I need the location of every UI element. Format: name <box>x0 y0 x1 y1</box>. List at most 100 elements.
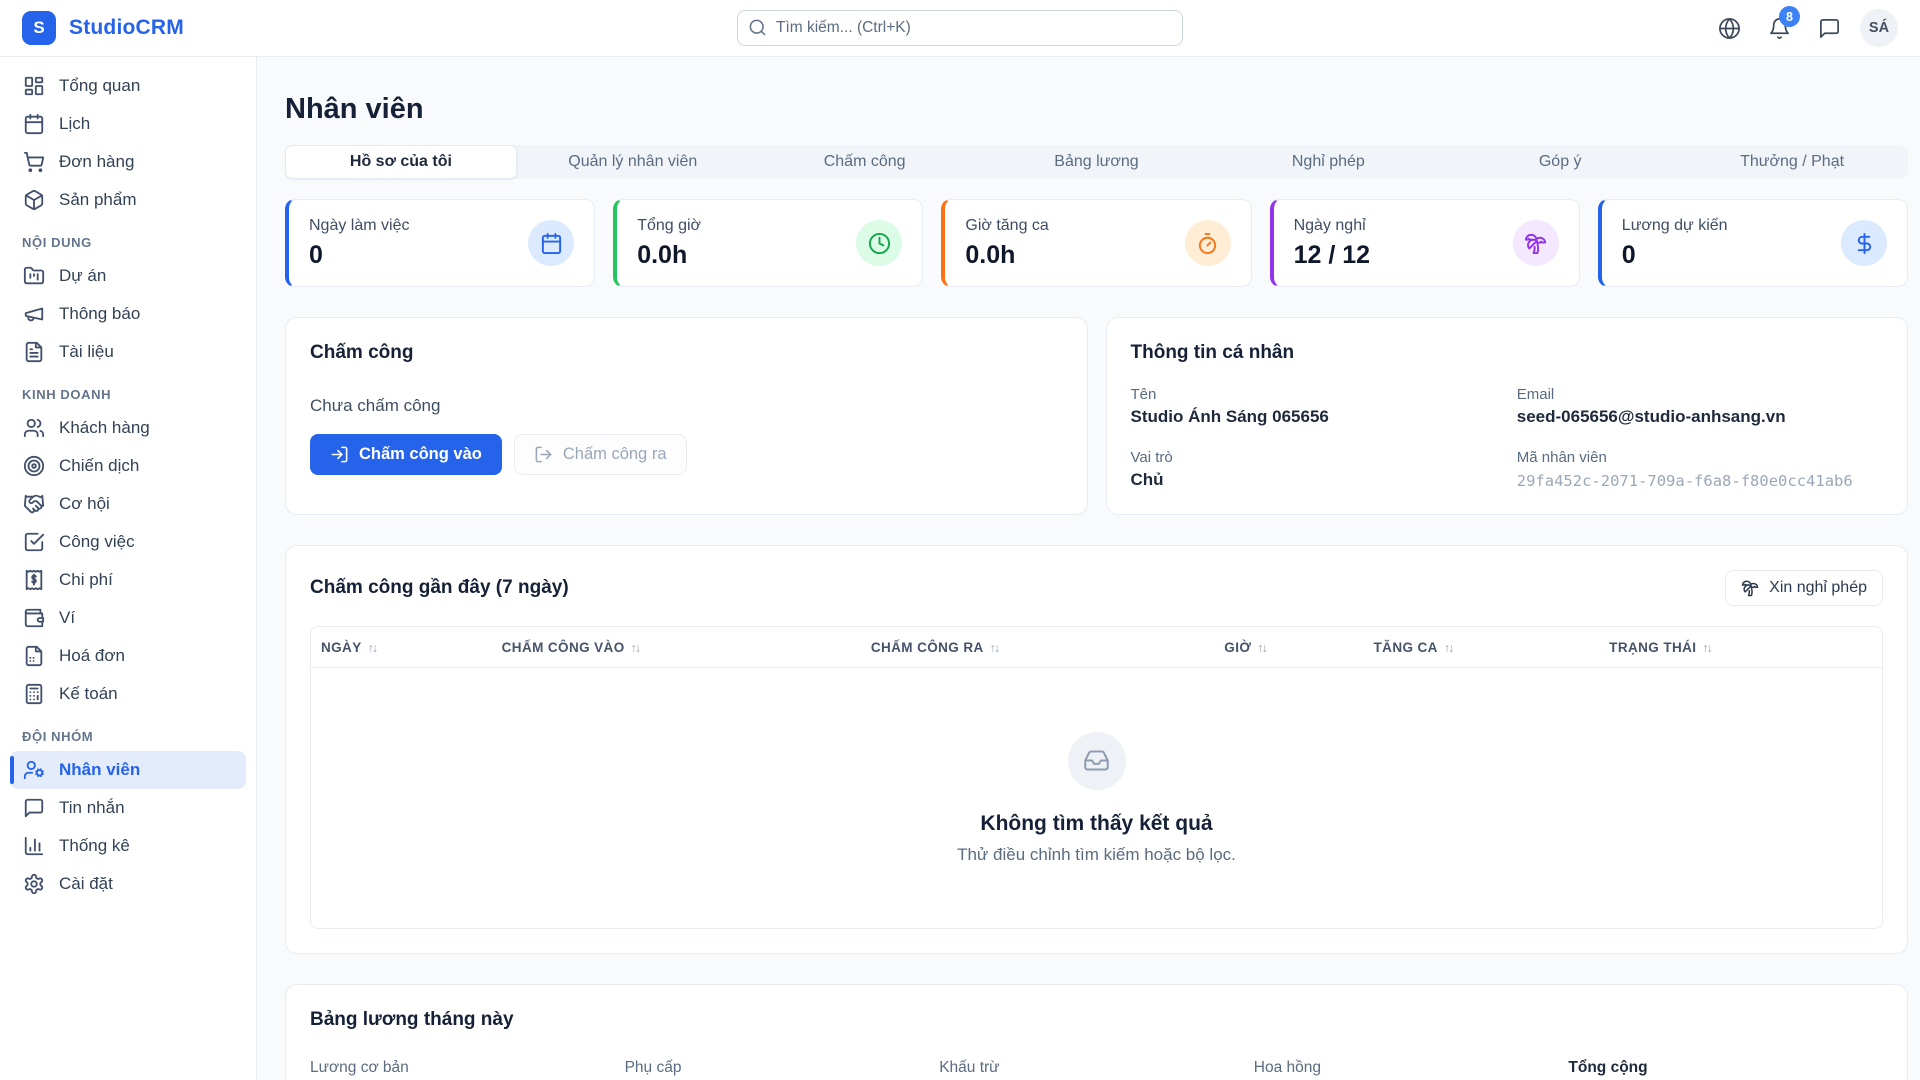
sidebar-item-on-hang[interactable]: Đơn hàng <box>10 143 246 181</box>
sort-icon: ↑↓ <box>1443 640 1454 655</box>
stats-row: Ngày làm việc 0 Tổng giờ 0.0h Giờ tăng ca 0.0… <box>285 199 1908 287</box>
app-brand[interactable]: S StudioCRM <box>0 11 184 45</box>
sidebar-item-ke-toan[interactable]: Kế toán <box>10 675 246 713</box>
sort-icon: ↑↓ <box>1702 640 1712 655</box>
request-leave-button[interactable]: Xin nghỉ phép <box>1725 570 1883 606</box>
user-cog-icon <box>23 759 45 781</box>
sidebar-item-label: Chi phí <box>59 570 113 589</box>
tab-ho-so-cua-toi[interactable]: Hồ sơ của tôi <box>285 145 517 179</box>
sidebar-item-label: Hoá đơn <box>59 646 125 665</box>
stat-card-ngay-lam-viec: Ngày làm việc 0 <box>285 199 596 287</box>
calendar-icon <box>540 232 563 255</box>
payroll-col-luong-co-ban: Lương cơ bản0 ₫ <box>310 1059 625 1080</box>
personal-info-grid: Tên Studio Ánh Sáng 065656 Email seed-06565… <box>1131 386 1884 490</box>
layout-dashboard-icon <box>23 75 45 97</box>
sidebar-item-vi[interactable]: Ví <box>10 599 246 637</box>
stat-label: Giờ tăng ca <box>965 216 1049 234</box>
stat-label: Ngày nghỉ <box>1293 216 1366 234</box>
info-row: Chấm công Chưa chấm công Chấm công vào C… <box>285 317 1908 515</box>
column-header-gio[interactable]: GIỜ ↑↓ <box>1224 639 1267 655</box>
attendance-table-header: NGÀY ↑↓ CHẤM CÔNG VÀO ↑↓ CHẤM CÔNG RA ↑↓ GIỜ ↑↓… <box>311 627 1882 668</box>
bar-chart-icon <box>23 835 45 857</box>
sidebar-item-thong-ke[interactable]: Thống kê <box>10 827 246 865</box>
stat-card-ngay-nghi: Ngày nghỉ 12 / 12 <box>1269 199 1580 287</box>
sidebar-item-label: Khách hàng <box>59 418 150 437</box>
sidebar-item-cong-viec[interactable]: Công việc <box>10 523 246 561</box>
main-content: Nhân viên Hồ sơ của tôi Quản lý nhân viên… <box>257 57 1920 1080</box>
column-header-cham-cong-ra[interactable]: CHẤM CÔNG RA ↑↓ <box>870 639 1000 655</box>
file-invoice-icon <box>23 645 45 667</box>
sidebar-item-nhan-vien[interactable]: Nhân viên <box>10 751 246 789</box>
sidebar-item-chien-dich[interactable]: Chiến dịch <box>10 447 246 485</box>
globe-icon <box>1718 17 1741 40</box>
payroll-title: Bảng lương tháng này <box>310 1009 514 1030</box>
users-icon <box>23 417 45 439</box>
info-label: Tên <box>1130 386 1157 403</box>
notifications-button[interactable]: 8 <box>1760 6 1800 47</box>
tab-quan-ly-nhan-vien[interactable]: Quản lý nhân viên <box>517 145 749 179</box>
search-input[interactable] <box>737 10 1183 46</box>
stat-value: 0 <box>1621 240 1636 269</box>
sidebar-item-label: Tin nhắn <box>59 798 125 817</box>
receipt-icon <box>23 569 45 591</box>
log-in-icon <box>330 445 349 464</box>
sidebar-item-san-pham[interactable]: Sản phẩm <box>10 181 246 219</box>
check-square-icon <box>23 531 45 553</box>
message-square-icon <box>23 797 45 819</box>
sidebar-section-oi-nhom: ĐỘI NHÓM <box>22 729 94 744</box>
sort-icon: ↑↓ <box>630 640 641 655</box>
sidebar-item-label: Cài đặt <box>59 874 113 893</box>
check-out-button[interactable]: Chấm công ra <box>513 434 687 475</box>
shopping-cart-icon <box>23 151 45 173</box>
handshake-icon <box>23 493 45 515</box>
tab-bang-luong[interactable]: Bảng lương <box>981 145 1213 179</box>
column-header-trang-thai[interactable]: TRẠNG THÁI ↑↓ <box>1609 639 1713 655</box>
sidebar-item-label: Kế toán <box>59 684 118 703</box>
tab-gop-y[interactable]: Góp ý <box>1444 145 1676 179</box>
payroll-label: Khấu trừ <box>939 1059 1000 1076</box>
dollar-icon <box>1841 220 1887 266</box>
sidebar-item-co-hoi[interactable]: Cơ hội <box>10 485 246 523</box>
info-value: seed-065656@studio-anhsang.vn <box>1516 407 1786 426</box>
empty-state-title: Không tìm thấy kết quả <box>980 811 1213 835</box>
sidebar-item-cai-at[interactable]: Cài đặt <box>10 865 246 903</box>
sidebar-item-thong-bao[interactable]: Thông báo <box>10 295 246 333</box>
info-value: Studio Ánh Sáng 065656 <box>1130 407 1329 426</box>
sidebar-item-label: Thống kê <box>59 836 130 855</box>
stat-value: 0 <box>309 240 323 269</box>
palmtree-icon <box>1741 579 1759 597</box>
column-header-ngay[interactable]: NGÀY ↑↓ <box>321 639 378 655</box>
megaphone-icon <box>23 303 45 325</box>
column-header-tang-ca[interactable]: TĂNG CA ↑↓ <box>1373 639 1455 655</box>
column-header-cham-cong-vao[interactable]: CHẤM CÔNG VÀO ↑↓ <box>501 639 641 655</box>
sidebar-item-du-an[interactable]: Dự án <box>10 257 246 295</box>
user-avatar[interactable]: SÁ <box>1860 9 1898 47</box>
sidebar-item-chi-phi[interactable]: Chi phí <box>10 561 246 599</box>
timer-icon <box>1184 220 1231 266</box>
sidebar-item-tin-nhan[interactable]: Tin nhắn <box>10 789 246 827</box>
stat-card-luong-du-kien: Lương dự kiến 0 <box>1597 199 1908 287</box>
recent-attendance-title: Chấm công gần đây (7 ngày) <box>310 577 569 598</box>
sidebar-item-tong-quan[interactable]: Tổng quan <box>10 67 246 105</box>
sidebar-section-noi-dung: NỘI DUNG <box>22 235 92 250</box>
recent-attendance-card: Chấm công gần đây (7 ngày) Xin nghỉ phép… <box>285 545 1908 954</box>
stat-label: Ngày làm việc <box>309 216 410 234</box>
page-tabs: Hồ sơ của tôi Quản lý nhân viên Chấm công B… <box>285 145 1908 179</box>
check-in-button[interactable]: Chấm công vào <box>310 434 502 475</box>
messages-button[interactable] <box>1810 9 1848 47</box>
payroll-col-tong-cong: Tổng cộng0 ₫ <box>1568 1059 1883 1080</box>
sidebar-item-hoa-on[interactable]: Hoá đơn <box>10 637 246 675</box>
payroll-label: Hoa hồng <box>1253 1059 1322 1076</box>
language-button[interactable] <box>1710 9 1748 47</box>
stat-card-gio-tang-ca: Giờ tăng ca 0.0h <box>941 199 1252 287</box>
tab-cham-cong[interactable]: Chấm công <box>749 145 981 179</box>
sidebar-item-label: Ví <box>59 608 76 627</box>
tab-thuong-phat[interactable]: Thưởng / Phạt <box>1676 145 1908 179</box>
tab-nghi-phep[interactable]: Nghỉ phép <box>1212 145 1444 179</box>
sidebar-item-label: Lịch <box>59 114 91 133</box>
sidebar-item-lich[interactable]: Lịch <box>10 105 246 143</box>
payroll-col-phu-cap: Phụ cấp0 ₫ <box>625 1059 940 1080</box>
sidebar-item-tai-lieu[interactable]: Tài liệu <box>10 333 246 371</box>
sidebar-item-khach-hang[interactable]: Khách hàng <box>10 409 246 447</box>
info-label: Email <box>1516 386 1555 403</box>
